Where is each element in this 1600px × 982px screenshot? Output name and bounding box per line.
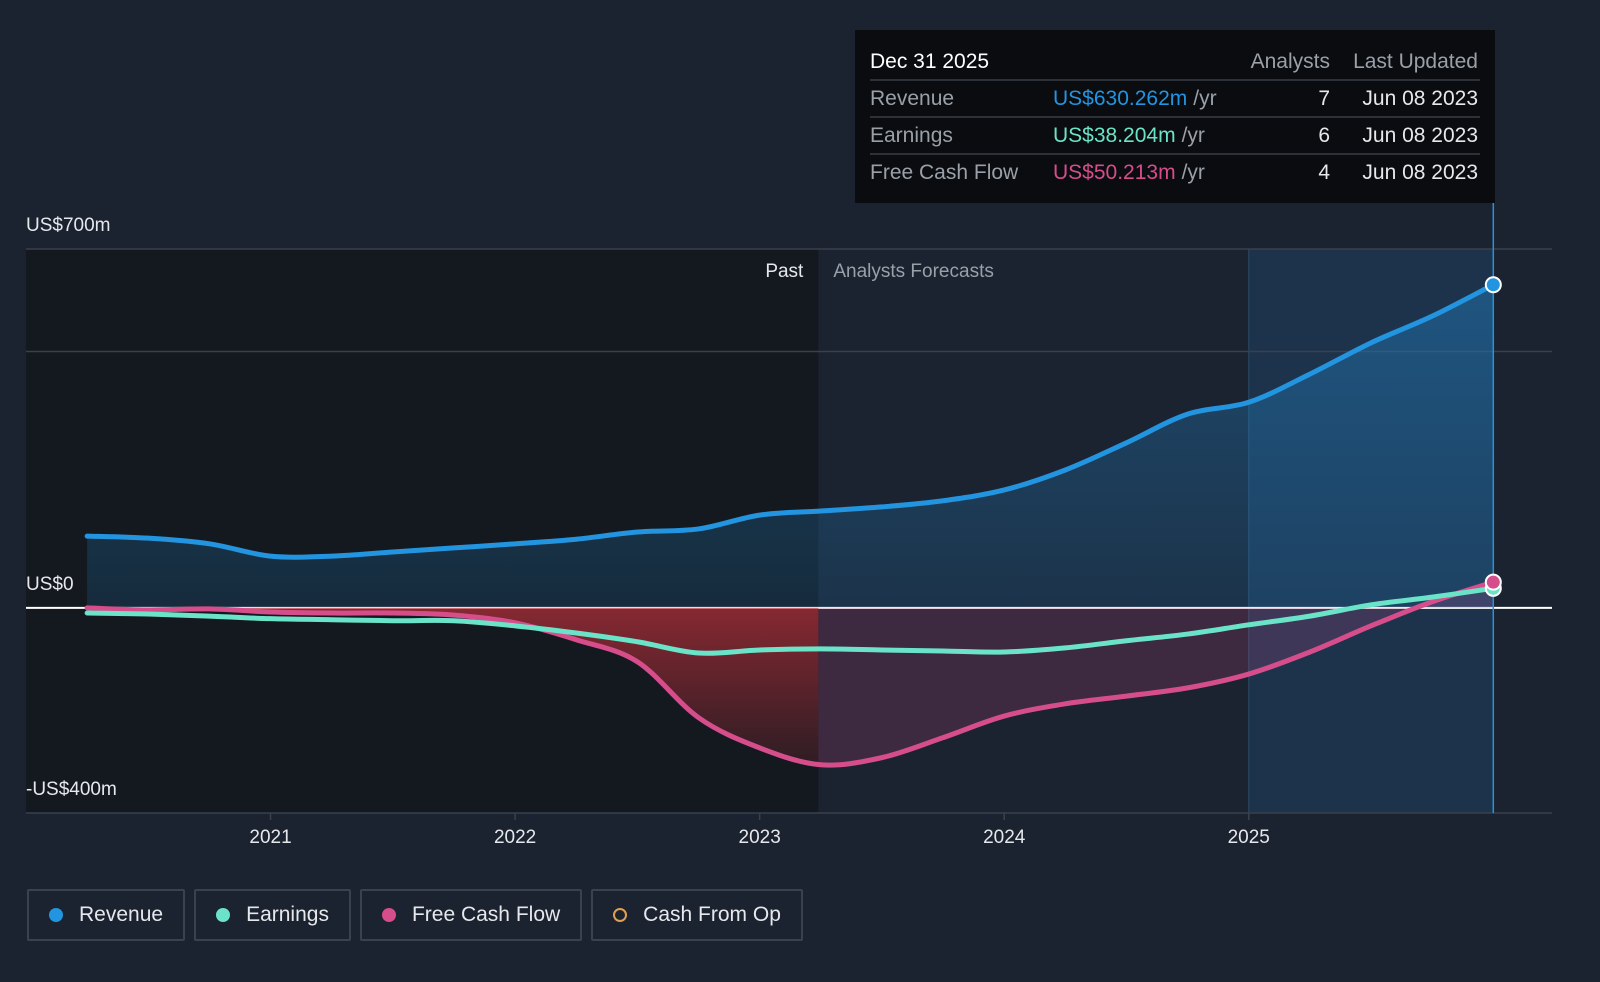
tooltip-label: Free Cash Flow xyxy=(870,160,1019,184)
past-label: Past xyxy=(765,261,804,282)
tooltip-unit: /yr xyxy=(1181,160,1205,184)
tooltip-unit: /yr xyxy=(1193,86,1217,110)
tooltip-row: Free Cash Flow US$50.213m/yr 4 Jun 08 2023 xyxy=(870,155,1480,190)
tooltip-label: Earnings xyxy=(870,123,953,147)
tooltip-title: Dec 31 2025 xyxy=(870,49,990,73)
area-fill xyxy=(87,284,1494,608)
x-tick-label: 2024 xyxy=(983,827,1026,848)
legend-dot xyxy=(216,908,231,922)
tooltip-header: Dec 31 2025 Analysts Last Updated xyxy=(870,44,1480,81)
tooltip-row: Earnings US$38.204m/yr 6 Jun 08 2023 xyxy=(870,118,1480,155)
x-tick-label: 2023 xyxy=(739,827,781,848)
end-point xyxy=(1484,573,1502,591)
area-fill xyxy=(87,607,819,765)
tooltip-unit: /yr xyxy=(1181,123,1205,147)
end-point xyxy=(1484,276,1502,294)
series-line xyxy=(84,585,1496,656)
legend-item[interactable]: Earnings xyxy=(194,889,351,941)
x-tick-label: 2022 xyxy=(494,827,536,848)
y-tick-label: -US$400m xyxy=(26,779,117,800)
tooltip-analysts: 6 xyxy=(1318,123,1330,147)
tooltip-value-cell: US$630.262m/yr xyxy=(1053,87,1243,111)
tooltip-value-cell: US$50.213m/yr xyxy=(1053,161,1243,185)
series-line xyxy=(84,282,1496,560)
legend: Revenue Earnings Free Cash Flow Cash From O… xyxy=(27,889,803,941)
legend-dot xyxy=(381,908,396,922)
legend-dot xyxy=(613,908,628,922)
tooltip-header-analysts: Analysts xyxy=(1250,49,1330,73)
tooltip-analysts: 4 xyxy=(1318,160,1330,184)
tooltip-updated: Jun 08 2023 xyxy=(1362,123,1478,147)
y-tick-label: US$0 xyxy=(26,574,74,595)
tooltip-analysts: 7 xyxy=(1318,86,1330,110)
x-tick-label: 2021 xyxy=(249,827,291,848)
legend-label: Earnings xyxy=(246,903,329,926)
tooltip-row: Revenue US$630.262m/yr 7 Jun 08 2023 xyxy=(870,81,1480,118)
tooltip-value: US$38.204m xyxy=(1053,123,1176,147)
tooltip: Dec 31 2025 Analysts Last Updated Revenue US… xyxy=(855,30,1495,203)
legend-label: Revenue xyxy=(79,903,164,926)
tooltip-updated: Jun 08 2023 xyxy=(1362,160,1478,184)
x-tick-label: 2025 xyxy=(1228,827,1270,848)
forecast-label: Analysts Forecasts xyxy=(833,261,994,282)
tooltip-value: US$630.262m xyxy=(1053,86,1188,110)
legend-item[interactable]: Free Cash Flow xyxy=(359,889,583,941)
tooltip-value: US$50.213m xyxy=(1053,160,1176,184)
y-tick-label: US$700m xyxy=(26,215,111,236)
legend-label: Free Cash Flow xyxy=(411,903,561,926)
legend-item[interactable]: Cash From Op xyxy=(591,889,803,941)
tooltip-header-updated: Last Updated xyxy=(1353,49,1478,73)
legend-label: Cash From Op xyxy=(643,903,781,926)
series-line xyxy=(84,579,1496,768)
tooltip-updated: Jun 08 2023 xyxy=(1362,86,1478,110)
tooltip-label: Revenue xyxy=(870,86,955,110)
legend-item[interactable]: Revenue xyxy=(27,889,186,941)
tooltip-value-cell: US$38.204m/yr xyxy=(1053,124,1243,148)
legend-dot xyxy=(49,908,63,922)
